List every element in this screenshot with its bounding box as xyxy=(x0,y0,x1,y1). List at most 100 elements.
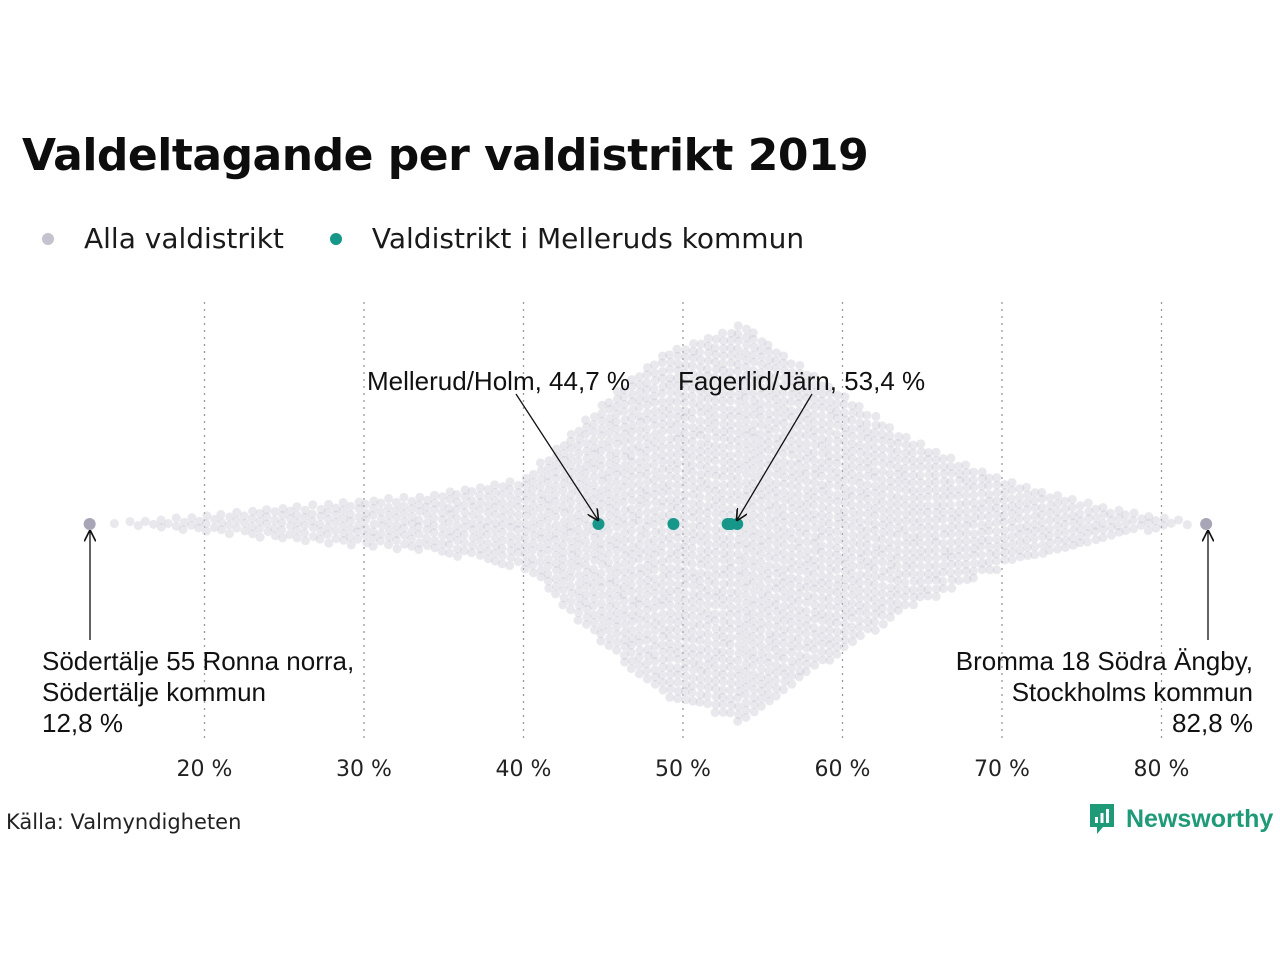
swarm-point xyxy=(810,546,820,556)
swarm-point xyxy=(923,538,934,548)
swarm-point xyxy=(543,507,554,518)
swarm-point xyxy=(726,677,737,688)
swarm-point xyxy=(1068,525,1079,536)
swarm-point xyxy=(877,497,888,508)
swarm-point xyxy=(892,507,903,518)
swarm-point xyxy=(603,625,614,636)
swarm-point xyxy=(877,451,888,462)
swarm-point xyxy=(611,508,622,518)
swarm-point xyxy=(649,665,660,675)
swarm-point xyxy=(885,468,895,479)
swarm-point xyxy=(658,571,668,582)
swarm-point xyxy=(763,605,774,616)
swarm-point xyxy=(778,653,789,664)
swarm-point xyxy=(893,522,904,533)
swarm-point xyxy=(786,557,797,568)
swarm-point xyxy=(770,553,781,564)
swarm-point xyxy=(832,587,842,598)
swarm-point xyxy=(847,476,858,487)
swarm-point xyxy=(741,453,752,464)
swarm-point xyxy=(642,431,653,442)
swarm-point xyxy=(734,556,744,566)
swarm-point xyxy=(612,438,623,449)
swarm-point xyxy=(946,529,957,539)
swarm-point xyxy=(862,547,873,558)
swarm-point xyxy=(680,360,691,371)
swarm-point xyxy=(589,442,600,453)
swarm-point xyxy=(505,530,516,541)
swarm-point xyxy=(755,655,766,666)
swarm-point xyxy=(770,637,781,648)
swarm-point xyxy=(885,445,896,455)
swarm-point xyxy=(885,552,896,562)
swarm-point xyxy=(596,423,607,434)
swarm-point xyxy=(787,375,797,385)
swarm-point xyxy=(604,397,614,408)
swarm-point xyxy=(673,579,683,590)
swarm-point xyxy=(1120,509,1131,520)
swarm-point xyxy=(832,481,843,491)
swarm-point xyxy=(672,488,683,499)
swarm-point xyxy=(368,541,378,552)
swarm-point xyxy=(778,525,789,535)
swarm-point xyxy=(945,461,956,472)
swarm-point xyxy=(923,575,934,586)
swarm-point xyxy=(794,528,805,538)
swarm-point xyxy=(664,471,675,482)
swarm-point xyxy=(595,529,606,540)
swarm-point xyxy=(817,502,827,513)
swarm-point xyxy=(840,604,850,615)
swarm-point xyxy=(1022,521,1032,531)
swarm-point xyxy=(703,393,713,404)
swarm-point xyxy=(680,480,691,491)
swarm-point xyxy=(741,355,752,365)
swarm-point xyxy=(201,511,212,521)
swarm-point xyxy=(1007,516,1017,526)
swarm-point xyxy=(703,652,714,663)
swarm-point xyxy=(886,437,896,448)
swarm-point xyxy=(641,658,652,669)
swarm-point xyxy=(703,591,713,602)
swarm-point xyxy=(1007,501,1017,512)
swarm-point xyxy=(687,550,698,561)
swarm-point xyxy=(726,602,736,613)
swarm-point xyxy=(832,398,842,409)
swarm-point xyxy=(718,509,729,520)
swarm-point xyxy=(581,581,592,592)
swarm-point xyxy=(377,520,387,531)
swarm-point xyxy=(680,694,691,705)
swarm-point xyxy=(961,566,971,577)
swarm-point xyxy=(710,411,721,422)
swarm-point xyxy=(892,590,903,601)
swarm-point xyxy=(832,580,843,591)
swarm-point xyxy=(848,514,858,525)
swarm-point xyxy=(627,389,638,400)
swarm-point xyxy=(589,448,600,459)
swarm-point xyxy=(635,577,646,587)
swarm-point xyxy=(605,594,615,605)
swarm-point xyxy=(748,684,759,695)
swarm-point xyxy=(566,513,577,523)
swarm-point xyxy=(733,473,743,484)
swarm-point xyxy=(618,513,629,523)
swarm-point xyxy=(778,631,789,642)
swarm-point xyxy=(581,574,591,584)
swarm-point xyxy=(755,572,766,583)
swarm-point xyxy=(611,515,622,526)
swarm-point xyxy=(825,564,835,574)
swarm-point xyxy=(802,636,813,647)
swarm-point xyxy=(748,570,758,581)
swarm-point xyxy=(437,491,448,502)
swarm-point xyxy=(687,506,698,517)
swarm-point xyxy=(717,685,728,695)
swarm-point xyxy=(747,631,758,642)
swarm-point xyxy=(626,647,637,658)
swarm-point xyxy=(939,484,949,494)
swarm-point xyxy=(840,414,851,425)
swarm-point xyxy=(711,646,722,657)
swarm-point xyxy=(771,630,781,640)
swarm-point xyxy=(718,449,729,460)
swarm-point xyxy=(901,538,912,549)
swarm-point xyxy=(833,573,843,584)
swarm-point xyxy=(770,355,781,366)
